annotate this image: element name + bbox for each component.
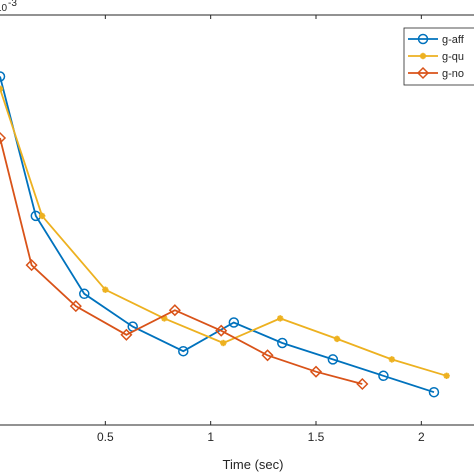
data-point: [0, 71, 6, 82]
data-point: [388, 356, 396, 363]
data-point: [25, 259, 38, 272]
x-tick-label: 1: [207, 430, 214, 444]
data-point: [79, 288, 90, 300]
series-line: [0, 137, 363, 385]
data-point: [327, 354, 339, 365]
data-point: [443, 372, 450, 379]
data-point: [261, 349, 274, 362]
data-point: [69, 300, 82, 313]
data-point: [356, 377, 369, 391]
data-point: [215, 324, 228, 337]
y-exponent-power: -3: [8, 0, 17, 9]
data-point: [38, 212, 46, 220]
data-point: [277, 337, 288, 349]
data-point: [220, 339, 227, 347]
legend-label: g-no: [442, 68, 464, 80]
series-g-no: [0, 131, 369, 391]
y-exponent-base: 10: [0, 3, 8, 14]
legend-item: g-aff: [408, 33, 465, 46]
data-point: [417, 33, 429, 45]
data-point: [309, 365, 323, 378]
x-tick-label: 0.5: [97, 430, 114, 444]
data-point: [428, 386, 440, 398]
x-tick-label: 2: [418, 430, 425, 444]
data-point: [120, 328, 133, 341]
data-point: [419, 52, 427, 60]
data-point: [378, 370, 389, 382]
data-point: [102, 286, 109, 293]
legend-label: g-aff: [442, 34, 465, 46]
data-point: [168, 304, 181, 317]
data-point: [333, 335, 341, 343]
data-point: [416, 66, 430, 80]
x-axis-label: Time (sec): [223, 457, 284, 472]
data-point: [0, 131, 7, 145]
data-point: [178, 345, 189, 357]
data-point: [0, 85, 4, 92]
legend-item: g-no: [408, 66, 464, 80]
legend-item: g-qu: [408, 51, 464, 63]
x-tick-label: 1.5: [308, 430, 325, 444]
legend-label: g-qu: [442, 51, 464, 63]
series-g-qu: [0, 85, 450, 379]
plot-area: [0, 15, 474, 425]
data-point: [276, 315, 284, 322]
data-point: [228, 317, 240, 328]
legend: g-aff g-qu g-no: [403, 27, 474, 86]
